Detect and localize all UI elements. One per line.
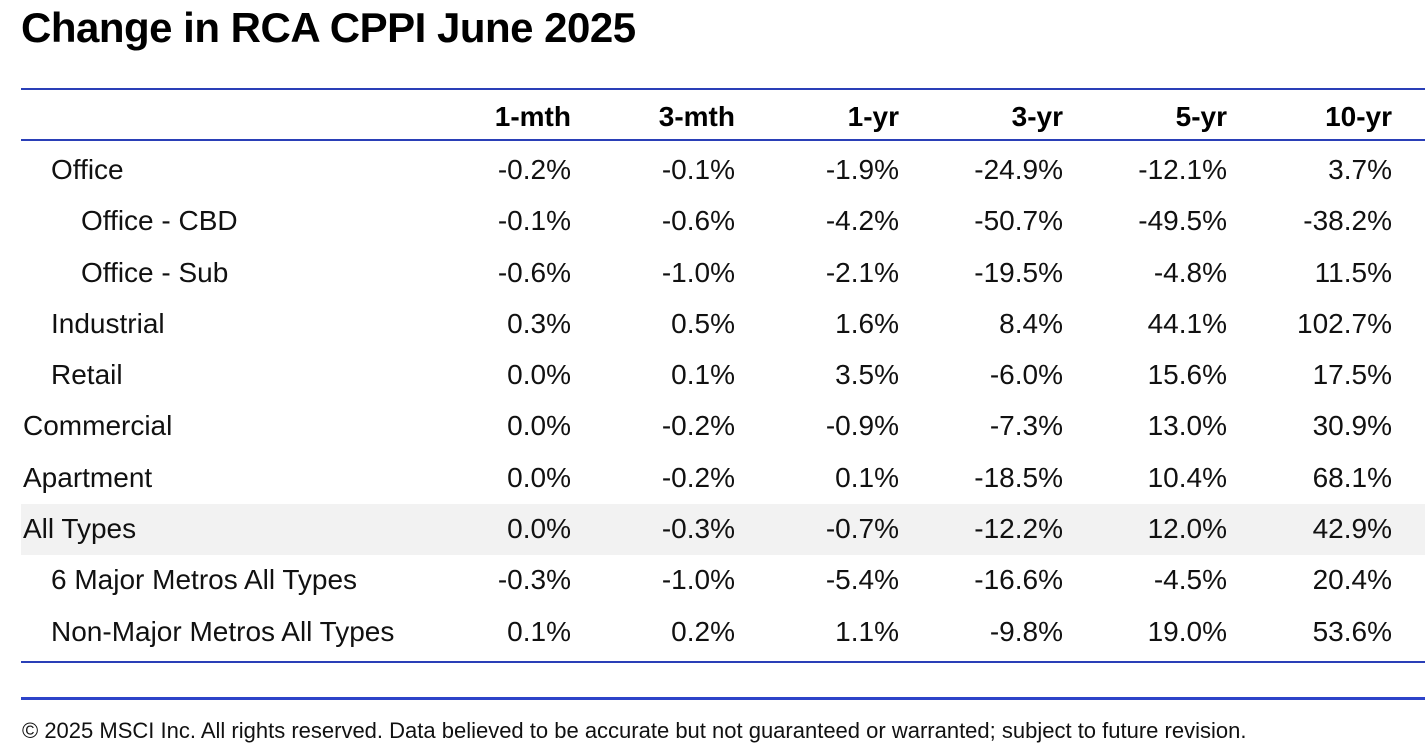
table-cell: -0.1% [497,205,571,237]
table-row: All Types 0.0% -0.3% -0.7% -12.2% 12.0% 42.9% [21,504,1425,556]
table-cell: -6.0% [989,359,1063,391]
table-cell: 3.7% [1328,154,1392,185]
table-cell: -5.4% [825,564,899,596]
row-label: Office - CBD [81,205,238,237]
table-cell: -0.2% [661,410,735,442]
row-label: Apartment [23,461,153,493]
table-cell: -49.5% [1138,205,1227,237]
row-label: Commercial [23,410,173,442]
table-cell: -16.6% [974,564,1063,596]
row-label: 6 Major Metros All Types [51,564,358,596]
table-cell: -12.2% [974,513,1063,545]
table-cell: 0.5% [671,307,735,339]
table-cell: -0.6% [661,205,735,237]
table-row: Commercial 0.0% -0.2% -0.9% -7.3% 13.0% 30.9% [21,401,1425,452]
table-cell: 42.9% [1312,513,1392,545]
table-cell: 0.0% [507,359,571,391]
table-cell: -12.1% [1138,154,1227,185]
column-header-10-yr: 10-yr [1325,101,1392,132]
table-cell: 0.1% [835,461,899,493]
row-label: All Types [23,513,137,545]
table-cell: -4.5% [1153,564,1227,596]
column-header-1-yr: 1-yr [847,101,899,132]
row-label: Office [51,154,124,185]
row-label: Retail [51,359,123,391]
table-cell: 13.0% [1147,410,1227,442]
table-cell: 0.1% [507,615,571,647]
table-cell: 0.0% [507,461,571,493]
table-cell: -9.8% [989,615,1063,647]
table-cell: -4.8% [1153,256,1227,288]
table-cell: -1.9% [825,154,899,185]
table-cell: 20.4% [1312,564,1392,596]
table-bottom-rule [21,661,1425,663]
table-cell: 1.1% [835,615,899,647]
footer-rule [21,697,1425,700]
table-cell: 19.0% [1147,615,1227,647]
table-cell: 44.1% [1147,307,1227,339]
table-row: Office - CBD -0.1% -0.6% -4.2% -50.7% -49.5% -… [21,196,1425,247]
table-cell: 1.6% [835,307,899,339]
table-cell: -0.2% [661,461,735,493]
table-cell: -7.3% [989,410,1063,442]
page-title: Change in RCA CPPI June 2025 [21,4,636,51]
table-cell: 102.7% [1297,307,1392,339]
table-cell: -0.6% [497,256,571,288]
table-body: Office -0.2% -0.1% -1.9% -24.9% -12.1% 3.7% Off… [21,145,1425,658]
column-header-3-yr: 3-yr [1011,101,1063,132]
table-cell: 3.5% [835,359,899,391]
table-cell: -19.5% [974,256,1063,288]
table-cell: -1.0% [661,256,735,288]
table-cell: 17.5% [1312,359,1392,391]
table-cell: -0.2% [497,154,571,185]
table-row: Office - Sub -0.6% -1.0% -2.1% -19.5% -4.8% 11… [21,248,1425,299]
table-cell: 0.0% [507,513,571,545]
table-cell: 30.9% [1312,410,1392,442]
table-cell: 15.6% [1147,359,1227,391]
row-label: Office - Sub [81,256,229,288]
table-cell: 0.0% [507,410,571,442]
table-row: Apartment 0.0% -0.2% 0.1% -18.5% 10.4% 68.1% [21,453,1425,504]
table-top-rule [21,88,1425,90]
table-row: Office -0.2% -0.1% -1.9% -24.9% -12.1% 3.7% [21,145,1425,196]
table-cell: -0.9% [825,410,899,442]
table-header: 1-mth 3-mth 1-yr 3-yr 5-yr 10-yr [21,91,1425,139]
table-row: Industrial 0.3% 0.5% 1.6% 8.4% 44.1% 102.7% [21,299,1425,350]
table-cell: 11.5% [1314,256,1392,288]
table-cell: -1.0% [661,564,735,596]
row-label: Non-Major Metros All Types [51,615,395,647]
table-cell: -0.3% [661,513,735,545]
table-cell: -18.5% [974,461,1063,493]
table-cell: -0.1% [661,154,735,185]
table-cell: 0.3% [507,307,571,339]
table-cell: 8.4% [999,307,1063,339]
row-label: Industrial [51,307,165,339]
table-row: Retail 0.0% 0.1% 3.5% -6.0% 15.6% 17.5% [21,350,1425,401]
table-cell: -2.1% [825,256,899,288]
table-cell: 0.2% [671,615,735,647]
table-row: 6 Major Metros All Types -0.3% -1.0% -5.4% -… [21,555,1425,606]
table-cell: -0.3% [497,564,571,596]
table-row: Non-Major Metros All Types 0.1% 0.2% 1.1% -9… [21,607,1425,658]
table-cell: 68.1% [1312,461,1392,493]
table-cell: 10.4% [1147,461,1227,493]
table-cell: 0.1% [671,359,735,391]
table-cell: 53.6% [1312,615,1392,647]
table-cell: 12.0% [1147,513,1227,545]
table-cell: -24.9% [974,154,1063,185]
copyright-footer: © 2025 MSCI Inc. All rights reserved. Da… [22,718,1247,743]
table-cell: -38.2% [1303,205,1392,237]
table-cell: -0.7% [825,513,899,545]
column-header-5-yr: 5-yr [1175,101,1227,132]
column-header-3-mth: 3-mth [658,101,735,132]
table-header-rule [21,139,1425,141]
column-header-1-mth: 1-mth [494,101,571,132]
table-cell: -50.7% [974,205,1063,237]
table-cell: -4.2% [825,205,899,237]
